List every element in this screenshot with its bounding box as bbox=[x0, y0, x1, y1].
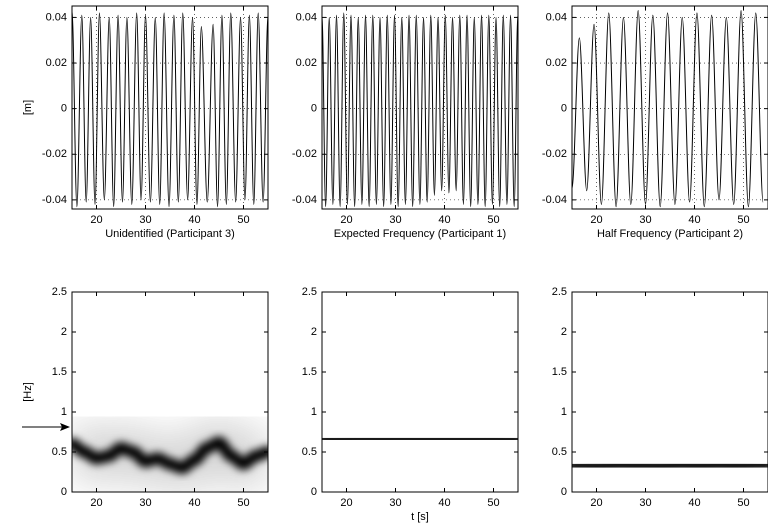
y-tick-label: 1 bbox=[61, 406, 67, 418]
y-tick-label: 0 bbox=[561, 103, 567, 115]
x-tick-label: 50 bbox=[487, 214, 499, 226]
x-tick-label: 20 bbox=[340, 497, 352, 509]
y-tick-label: 0.02 bbox=[46, 57, 67, 69]
plot-content bbox=[572, 439, 768, 492]
x-tick-label: 30 bbox=[639, 497, 651, 509]
y-tick-label: 2 bbox=[311, 326, 317, 338]
x-tick-label: 50 bbox=[237, 497, 249, 509]
y-tick-label: 1.5 bbox=[52, 366, 67, 378]
x-tick-label: 30 bbox=[389, 214, 401, 226]
y-tick-label: 2.5 bbox=[302, 286, 317, 298]
y-tick-label: 1.5 bbox=[552, 366, 567, 378]
y-tick-label: 0 bbox=[561, 486, 567, 498]
x-tick-label: 50 bbox=[737, 497, 749, 509]
x-tick-label: 40 bbox=[688, 214, 700, 226]
y-axis-label: [Hz] bbox=[22, 382, 34, 402]
y-tick-label: 0.02 bbox=[546, 57, 567, 69]
subplot: 20 30 40 50 -0.04 -0.02 0 0.02 0.04 Unidentified … bbox=[22, 5, 269, 240]
x-axis-label: Expected Frequency (Participant 1) bbox=[334, 228, 506, 240]
y-tick-label: 2 bbox=[561, 326, 567, 338]
subplot: 20 30 40 50 0 0.5 1 1.5 2 2.5 bbox=[552, 286, 768, 509]
x-tick-label: 40 bbox=[188, 497, 200, 509]
x-tick-label: 40 bbox=[438, 214, 450, 226]
x-tick-label: 30 bbox=[139, 214, 151, 226]
x-axis-label: t [s] bbox=[411, 511, 429, 523]
y-tick-label: 0 bbox=[61, 103, 67, 115]
y-tick-label: 2.5 bbox=[552, 286, 567, 298]
x-tick-label: 40 bbox=[688, 497, 700, 509]
spectrum-ridge bbox=[72, 436, 268, 475]
signal-line bbox=[572, 10, 764, 208]
axes-box bbox=[321, 291, 519, 493]
axes-box bbox=[71, 5, 269, 210]
signal-line bbox=[72, 10, 268, 208]
y-tick-label: -0.02 bbox=[42, 148, 67, 160]
plot-content bbox=[572, 6, 768, 209]
y-tick-label: 0 bbox=[311, 486, 317, 498]
y-tick-label: 0.5 bbox=[52, 446, 67, 458]
y-tick-label: 2.5 bbox=[52, 286, 67, 298]
x-axis-label: Unidentified (Participant 3) bbox=[105, 228, 235, 240]
plot-area bbox=[572, 6, 768, 209]
y-tick-label: 1 bbox=[561, 406, 567, 418]
y-tick-label: 2 bbox=[61, 326, 67, 338]
plot-content bbox=[72, 6, 268, 209]
subplot: 20 30 40 50 0 0.5 1 1.5 2 2.5 [Hz] bbox=[22, 286, 269, 509]
x-tick-label: 20 bbox=[90, 497, 102, 509]
y-tick-label: -0.04 bbox=[292, 194, 317, 206]
subplot: 20 30 40 50 0 0.5 1 1.5 2 2.5 t [s] bbox=[302, 286, 519, 523]
y-tick-label: 0 bbox=[311, 103, 317, 115]
x-axis-label: Half Frequency (Participant 2) bbox=[597, 228, 743, 240]
plot-area bbox=[322, 6, 518, 209]
y-tick-label: 0.04 bbox=[296, 11, 317, 23]
x-tick-label: 50 bbox=[487, 497, 499, 509]
x-tick-label: 50 bbox=[237, 214, 249, 226]
plot-content bbox=[72, 417, 268, 492]
y-tick-label: -0.04 bbox=[42, 194, 67, 206]
subplot: 20 30 40 50 -0.04 -0.02 0 0.02 0.04 Half Frequenc… bbox=[542, 5, 768, 240]
x-tick-label: 20 bbox=[590, 497, 602, 509]
x-tick-label: 30 bbox=[139, 497, 151, 509]
x-tick-label: 30 bbox=[639, 214, 651, 226]
y-tick-label: 0.02 bbox=[296, 57, 317, 69]
x-tick-label: 20 bbox=[340, 214, 352, 226]
y-tick-label: -0.02 bbox=[542, 148, 567, 160]
y-tick-label: 0.5 bbox=[552, 446, 567, 458]
y-tick-label: 0.04 bbox=[46, 11, 67, 23]
y-tick-label: 0.5 bbox=[302, 446, 317, 458]
axes-box bbox=[321, 5, 519, 210]
y-tick-label: 1 bbox=[311, 406, 317, 418]
y-tick-label: -0.02 bbox=[292, 148, 317, 160]
signal-line bbox=[322, 12, 518, 208]
x-tick-label: 40 bbox=[438, 497, 450, 509]
subplot: 20 30 40 50 -0.04 -0.02 0 0.02 0.04 Expected Freq… bbox=[292, 5, 519, 240]
plot-content bbox=[322, 413, 518, 465]
x-tick-label: 20 bbox=[590, 214, 602, 226]
y-tick-label: 0.04 bbox=[546, 11, 567, 23]
x-tick-label: 20 bbox=[90, 214, 102, 226]
y-tick-label: 1.5 bbox=[302, 366, 317, 378]
x-tick-label: 50 bbox=[737, 214, 749, 226]
spectrum-ridge bbox=[322, 432, 518, 446]
axes-box bbox=[571, 291, 768, 493]
x-tick-label: 30 bbox=[389, 497, 401, 509]
y-tick-label: 0 bbox=[61, 486, 67, 498]
axes-box bbox=[71, 291, 269, 493]
annotation-arrow bbox=[22, 423, 70, 431]
axes-box bbox=[571, 5, 768, 210]
y-tick-label: -0.04 bbox=[542, 194, 567, 206]
plot-content bbox=[322, 6, 518, 209]
spectrum-ridge bbox=[572, 458, 768, 473]
x-tick-label: 40 bbox=[188, 214, 200, 226]
y-axis-label: [m] bbox=[22, 100, 34, 115]
